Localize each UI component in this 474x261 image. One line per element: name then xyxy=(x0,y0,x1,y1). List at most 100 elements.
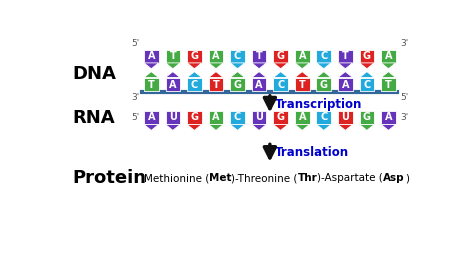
FancyBboxPatch shape xyxy=(230,50,245,63)
Text: G: G xyxy=(191,112,199,122)
Text: RNA: RNA xyxy=(72,109,115,127)
Polygon shape xyxy=(360,63,374,69)
FancyBboxPatch shape xyxy=(273,111,288,124)
Text: Translation: Translation xyxy=(275,146,349,159)
Polygon shape xyxy=(381,72,396,78)
Text: A: A xyxy=(147,112,155,122)
Text: A: A xyxy=(385,112,392,122)
FancyBboxPatch shape xyxy=(295,50,310,63)
FancyBboxPatch shape xyxy=(360,111,374,124)
FancyBboxPatch shape xyxy=(144,50,159,63)
Text: 3': 3' xyxy=(131,93,140,102)
Text: Methionine (: Methionine ( xyxy=(144,173,209,183)
Polygon shape xyxy=(144,63,159,69)
Polygon shape xyxy=(273,72,288,78)
FancyBboxPatch shape xyxy=(144,111,159,124)
Text: C: C xyxy=(363,80,371,90)
Text: Protein: Protein xyxy=(72,169,146,187)
Text: A: A xyxy=(385,51,392,61)
Polygon shape xyxy=(317,63,331,69)
Text: G: G xyxy=(320,80,328,90)
Text: T: T xyxy=(342,51,349,61)
Polygon shape xyxy=(338,63,353,69)
Text: C: C xyxy=(234,112,241,122)
Text: Thr: Thr xyxy=(298,173,318,183)
Text: G: G xyxy=(277,51,285,61)
Polygon shape xyxy=(338,72,353,78)
Polygon shape xyxy=(381,124,396,130)
Text: U: U xyxy=(169,112,177,122)
Text: G: G xyxy=(234,80,242,90)
Text: 5': 5' xyxy=(400,93,409,102)
FancyBboxPatch shape xyxy=(360,50,374,63)
Text: A: A xyxy=(212,51,220,61)
FancyBboxPatch shape xyxy=(381,50,396,63)
FancyBboxPatch shape xyxy=(165,50,180,63)
Polygon shape xyxy=(144,124,159,130)
Polygon shape xyxy=(252,63,266,69)
Text: T: T xyxy=(385,80,392,90)
Polygon shape xyxy=(165,72,180,78)
FancyBboxPatch shape xyxy=(273,78,288,91)
FancyBboxPatch shape xyxy=(209,50,223,63)
Text: U: U xyxy=(255,112,263,122)
Polygon shape xyxy=(209,72,223,78)
Text: G: G xyxy=(363,51,371,61)
FancyBboxPatch shape xyxy=(252,50,266,63)
FancyBboxPatch shape xyxy=(317,50,331,63)
Polygon shape xyxy=(187,63,202,69)
Text: DNA: DNA xyxy=(72,65,116,83)
Text: G: G xyxy=(363,112,371,122)
FancyBboxPatch shape xyxy=(252,111,266,124)
Polygon shape xyxy=(252,72,266,78)
Text: A: A xyxy=(169,80,177,90)
Polygon shape xyxy=(187,72,202,78)
Polygon shape xyxy=(317,72,331,78)
Polygon shape xyxy=(273,63,288,69)
FancyBboxPatch shape xyxy=(295,78,310,91)
Text: )-Aspartate (: )-Aspartate ( xyxy=(318,173,383,183)
Text: 3': 3' xyxy=(400,39,409,48)
FancyBboxPatch shape xyxy=(360,78,374,91)
Polygon shape xyxy=(209,63,223,69)
Polygon shape xyxy=(144,72,159,78)
Text: C: C xyxy=(320,51,328,61)
Text: C: C xyxy=(234,51,241,61)
Polygon shape xyxy=(360,72,374,78)
Text: T: T xyxy=(170,51,176,61)
Polygon shape xyxy=(187,124,202,130)
FancyBboxPatch shape xyxy=(144,78,159,91)
FancyBboxPatch shape xyxy=(381,78,396,91)
Polygon shape xyxy=(165,63,180,69)
Polygon shape xyxy=(295,63,310,69)
Polygon shape xyxy=(360,124,374,130)
FancyBboxPatch shape xyxy=(230,111,245,124)
Polygon shape xyxy=(295,124,310,130)
Text: T: T xyxy=(255,51,263,61)
Text: C: C xyxy=(191,80,198,90)
Text: G: G xyxy=(191,51,199,61)
Text: )-Threonine (: )-Threonine ( xyxy=(231,173,298,183)
Polygon shape xyxy=(252,124,266,130)
FancyBboxPatch shape xyxy=(165,78,180,91)
FancyBboxPatch shape xyxy=(317,111,331,124)
Text: U: U xyxy=(341,112,349,122)
FancyBboxPatch shape xyxy=(338,50,353,63)
Text: A: A xyxy=(255,80,263,90)
Text: Asp: Asp xyxy=(383,173,405,183)
Text: ): ) xyxy=(405,173,409,183)
FancyBboxPatch shape xyxy=(187,78,202,91)
Polygon shape xyxy=(381,63,396,69)
Text: 5': 5' xyxy=(131,39,140,48)
Text: A: A xyxy=(212,112,220,122)
Text: 3': 3' xyxy=(400,114,409,122)
Polygon shape xyxy=(295,72,310,78)
Polygon shape xyxy=(230,63,245,69)
FancyBboxPatch shape xyxy=(317,78,331,91)
Text: A: A xyxy=(342,80,349,90)
Text: T: T xyxy=(213,80,219,90)
Polygon shape xyxy=(338,124,353,130)
Text: Transcription: Transcription xyxy=(275,98,363,111)
FancyBboxPatch shape xyxy=(209,78,223,91)
Text: Met: Met xyxy=(209,173,231,183)
